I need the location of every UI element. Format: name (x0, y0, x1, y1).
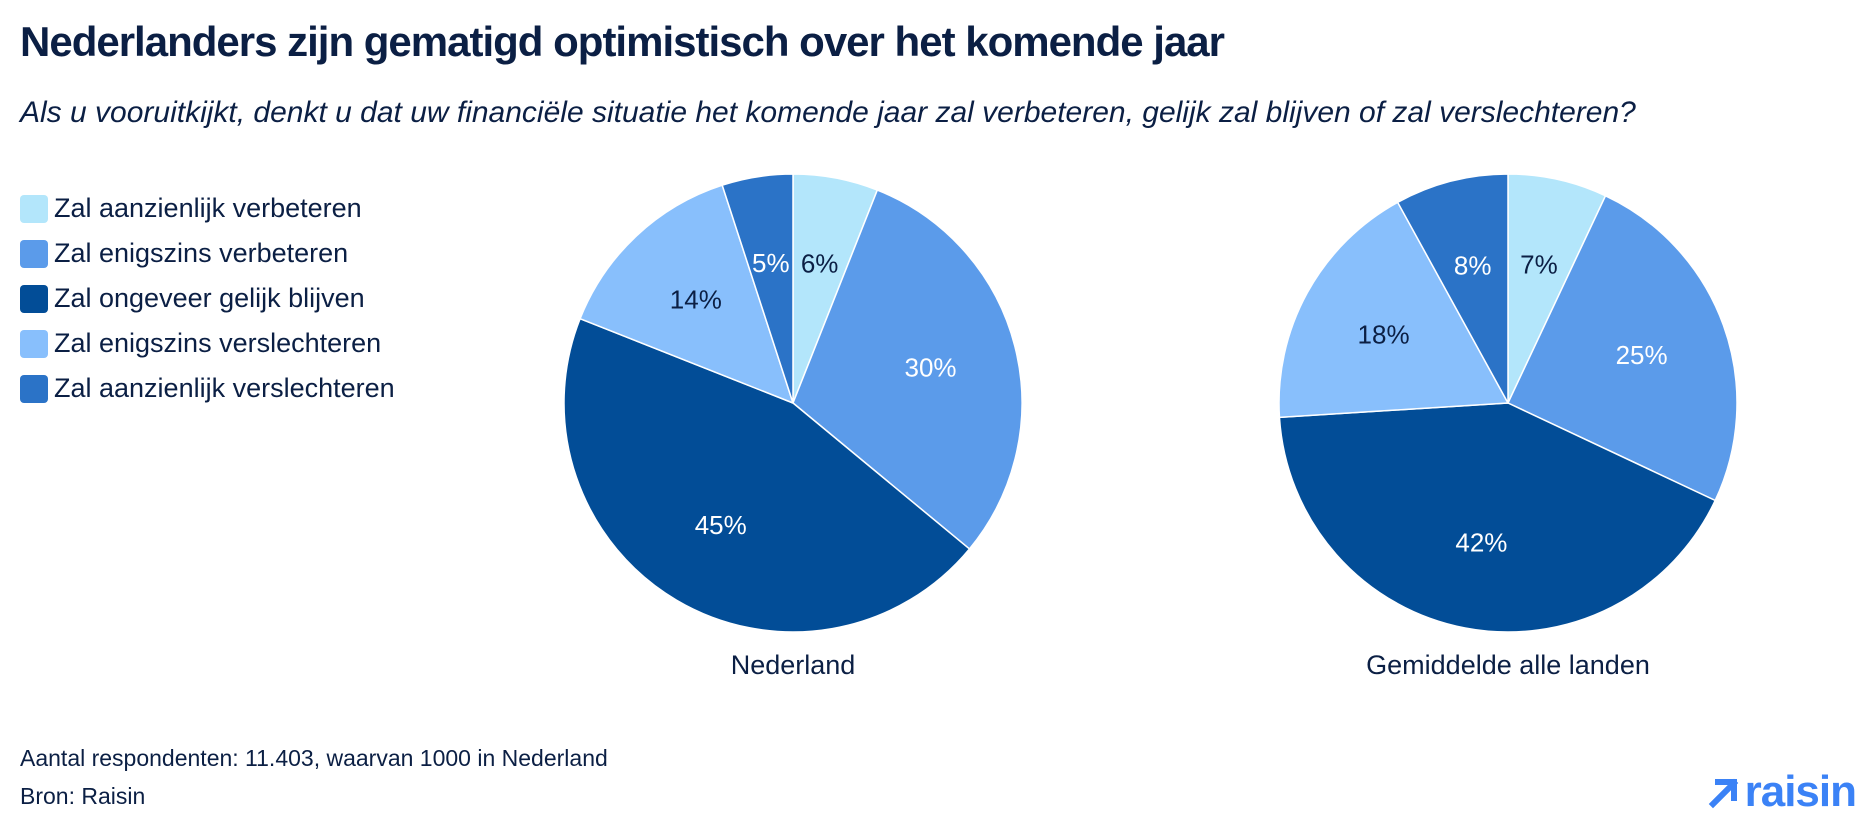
slice-label: 45% (695, 510, 747, 540)
slice-label: 8% (1454, 250, 1492, 280)
legend-item: Zal ongeveer gelijk blijven (20, 276, 395, 321)
slice-label: 25% (1616, 340, 1668, 370)
pie-slice (1278, 402, 1717, 633)
legend-swatch (20, 194, 48, 223)
pie-slice (792, 189, 1023, 551)
legend-label: Zal aanzienlijk verslechteren (54, 373, 395, 403)
pie-chart: 7% 25% 42% 18% 8% (1278, 173, 1738, 633)
pie-slice (563, 317, 971, 633)
legend-item: Zal enigszins verslechteren (20, 321, 395, 366)
footnote-source: Bron: Raisin (20, 783, 146, 809)
logo-text: raisin (1744, 767, 1857, 816)
slice-label: 5% (752, 248, 790, 278)
legend-item: Zal aanzienlijk verbeteren (20, 186, 395, 231)
legend-label: Zal aanzienlijk verbeteren (54, 193, 362, 223)
pie-slice (1278, 201, 1510, 419)
legend-swatch (20, 284, 48, 313)
legend-label: Zal enigszins verslechteren (54, 328, 382, 358)
footnote-respondents: Aantal respondenten: 11.403, waarvan 100… (20, 745, 608, 771)
legend-swatch (20, 374, 48, 403)
slice-label: 42% (1455, 527, 1507, 557)
slice-label: 7% (1520, 249, 1558, 279)
pie-chart: 6% 30% 45% 14% 5% (563, 173, 1023, 633)
legend: Zal aanzienlijk verbeteren Zal enigszins… (20, 186, 395, 411)
legend-label: Zal enigszins verbeteren (54, 238, 349, 268)
slice-label: 18% (1358, 320, 1410, 350)
legend-swatch (20, 329, 48, 358)
slice-label: 6% (801, 249, 839, 279)
legend-item: Zal enigszins verbeteren (20, 231, 395, 276)
pie-slice (1396, 173, 1509, 404)
legend-label: Zal ongeveer gelijk blijven (54, 283, 365, 313)
chart-subtitle: Als u vooruitkijkt, denkt u dat uw finan… (20, 96, 1636, 129)
slice-label: 14% (670, 285, 722, 315)
chart-title: Nederlanders zijn gematigd optimistisch … (20, 18, 1225, 65)
pie-caption-gemiddelde: Gemiddelde alle landen (1366, 650, 1650, 680)
pie-slice (721, 173, 794, 404)
pie-caption-nederland: Nederland (730, 650, 856, 680)
arrow-up-right-icon (1708, 778, 1738, 809)
raisin-logo: raisin (1707, 767, 1857, 816)
legend-swatch (20, 239, 48, 268)
legend-item: Zal aanzienlijk verslechteren (20, 366, 395, 411)
pie-slice (1507, 194, 1738, 502)
slice-label: 30% (904, 353, 956, 383)
